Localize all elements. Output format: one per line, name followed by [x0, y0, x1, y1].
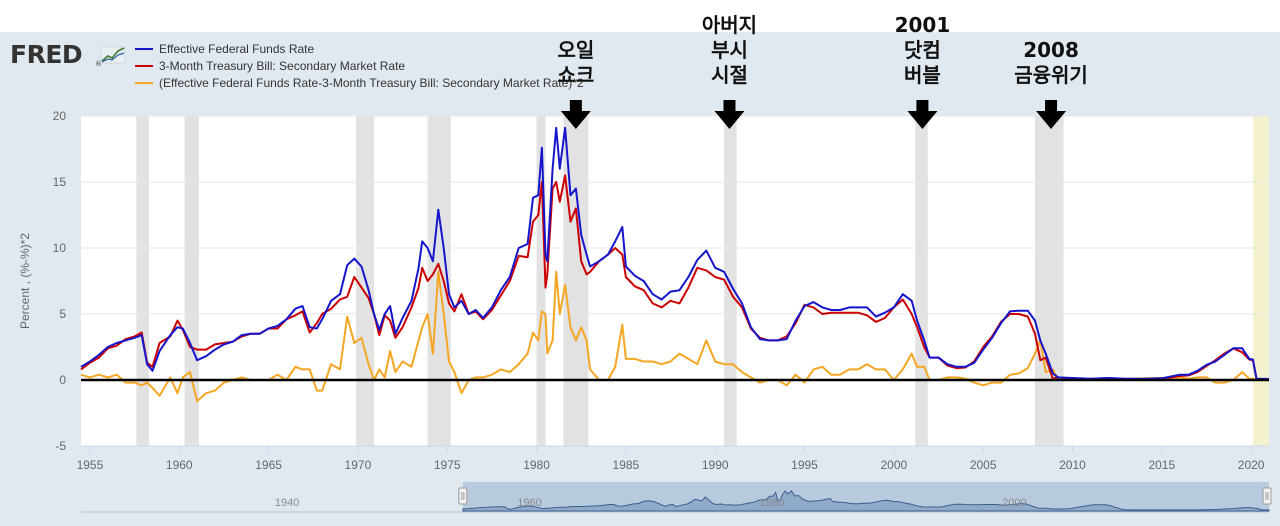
x-tick-label: 1970: [345, 458, 372, 472]
navigator-right-handle[interactable]: [1262, 487, 1272, 505]
annotation-label: 2001: [895, 13, 951, 37]
recession-band: [724, 116, 737, 446]
x-tick-label: 2015: [1148, 458, 1175, 472]
legend-item-tbill[interactable]: 3-Month Treasury Bill: Secondary Market …: [135, 59, 405, 73]
top-band: [0, 0, 1280, 32]
annotation-arrow: [1036, 100, 1067, 129]
legend: Effective Federal Funds Rate 3-Month Trea…: [135, 42, 584, 90]
annotation-arrow: [907, 100, 938, 129]
fred-graph-icon: [100, 46, 126, 64]
y-tick-label: 0: [59, 373, 66, 387]
x-tick-label: 1960: [166, 458, 193, 472]
annotation-arrow: [560, 100, 591, 129]
y-tick-label: 5: [59, 307, 66, 321]
annotation-label: 쇼크: [557, 63, 594, 87]
x-tick-label: 1990: [702, 458, 729, 472]
annotation-label: 부시: [711, 38, 748, 62]
recession-band: [184, 116, 199, 446]
fred-registered-mark: ®: [95, 60, 102, 68]
rate-spread-line[interactable]: [80, 270, 1270, 403]
x-tick-label: 1995: [791, 458, 818, 472]
navigator-tick-label: 1960: [517, 497, 541, 509]
annotation-label: 아버지: [702, 13, 757, 37]
navigator-tick-label: 2000: [1002, 497, 1026, 509]
navigator[interactable]: 1940 1960 1980 2000: [81, 482, 1272, 513]
recession-band: [563, 116, 589, 446]
recession-band: [136, 116, 149, 446]
y-tick-label: 10: [53, 241, 67, 255]
annotation-label: 금융위기: [1014, 63, 1088, 87]
recession-band: [915, 116, 928, 446]
x-tick-label: 1985: [613, 458, 640, 472]
x-tick-label: 1965: [255, 458, 282, 472]
annotation-label: 오일: [557, 38, 594, 62]
navigator-left-handle[interactable]: [458, 487, 468, 505]
y-axis-label: Percent , (%-%)*2: [18, 233, 32, 329]
legend-item-spread[interactable]: (Effective Federal Funds Rate-3-Month Tr…: [135, 76, 584, 90]
fred-logo: FRED ®: [10, 40, 126, 69]
y-tick-label: 15: [53, 175, 67, 189]
y-tick-label: 20: [53, 109, 67, 123]
legend-label: Effective Federal Funds Rate: [159, 42, 315, 56]
x-tick-label: 1975: [434, 458, 461, 472]
x-tick-label: 2010: [1059, 458, 1086, 472]
annotation-arrow: [714, 100, 745, 129]
legend-label: (Effective Federal Funds Rate-3-Month Tr…: [159, 76, 584, 90]
legend-label: 3-Month Treasury Bill: Secondary Market …: [159, 59, 405, 73]
fed-funds-rate-line[interactable]: [80, 126, 1270, 380]
x-tick-label: 1980: [523, 458, 550, 472]
annotation-label: 버블: [904, 63, 941, 87]
x-tick-label: 2020: [1238, 458, 1265, 472]
annotation-label: 시절: [711, 63, 748, 87]
handle-grip[interactable]: [458, 487, 468, 505]
x-tick-label: 1955: [77, 458, 104, 472]
legend-item-fed-funds[interactable]: Effective Federal Funds Rate: [135, 42, 315, 56]
recession-band: [536, 116, 546, 446]
navigator-series-area: [462, 490, 1270, 512]
fred-logo-text: FRED: [10, 40, 82, 69]
y-tick-label: -5: [55, 439, 66, 453]
plot-background: [81, 116, 1269, 446]
x-tick-label: 2005: [970, 458, 997, 472]
x-tick-label: 2000: [880, 458, 907, 472]
annotation-label: 2008: [1023, 38, 1079, 62]
recession-band: [1252, 116, 1269, 446]
navigator-tick-label: 1940: [275, 497, 299, 509]
annotation-label: 닷컴: [904, 38, 941, 62]
recession-band: [1034, 116, 1064, 446]
navigator-tick-label: 1980: [760, 497, 784, 509]
handle-grip[interactable]: [1262, 487, 1272, 505]
